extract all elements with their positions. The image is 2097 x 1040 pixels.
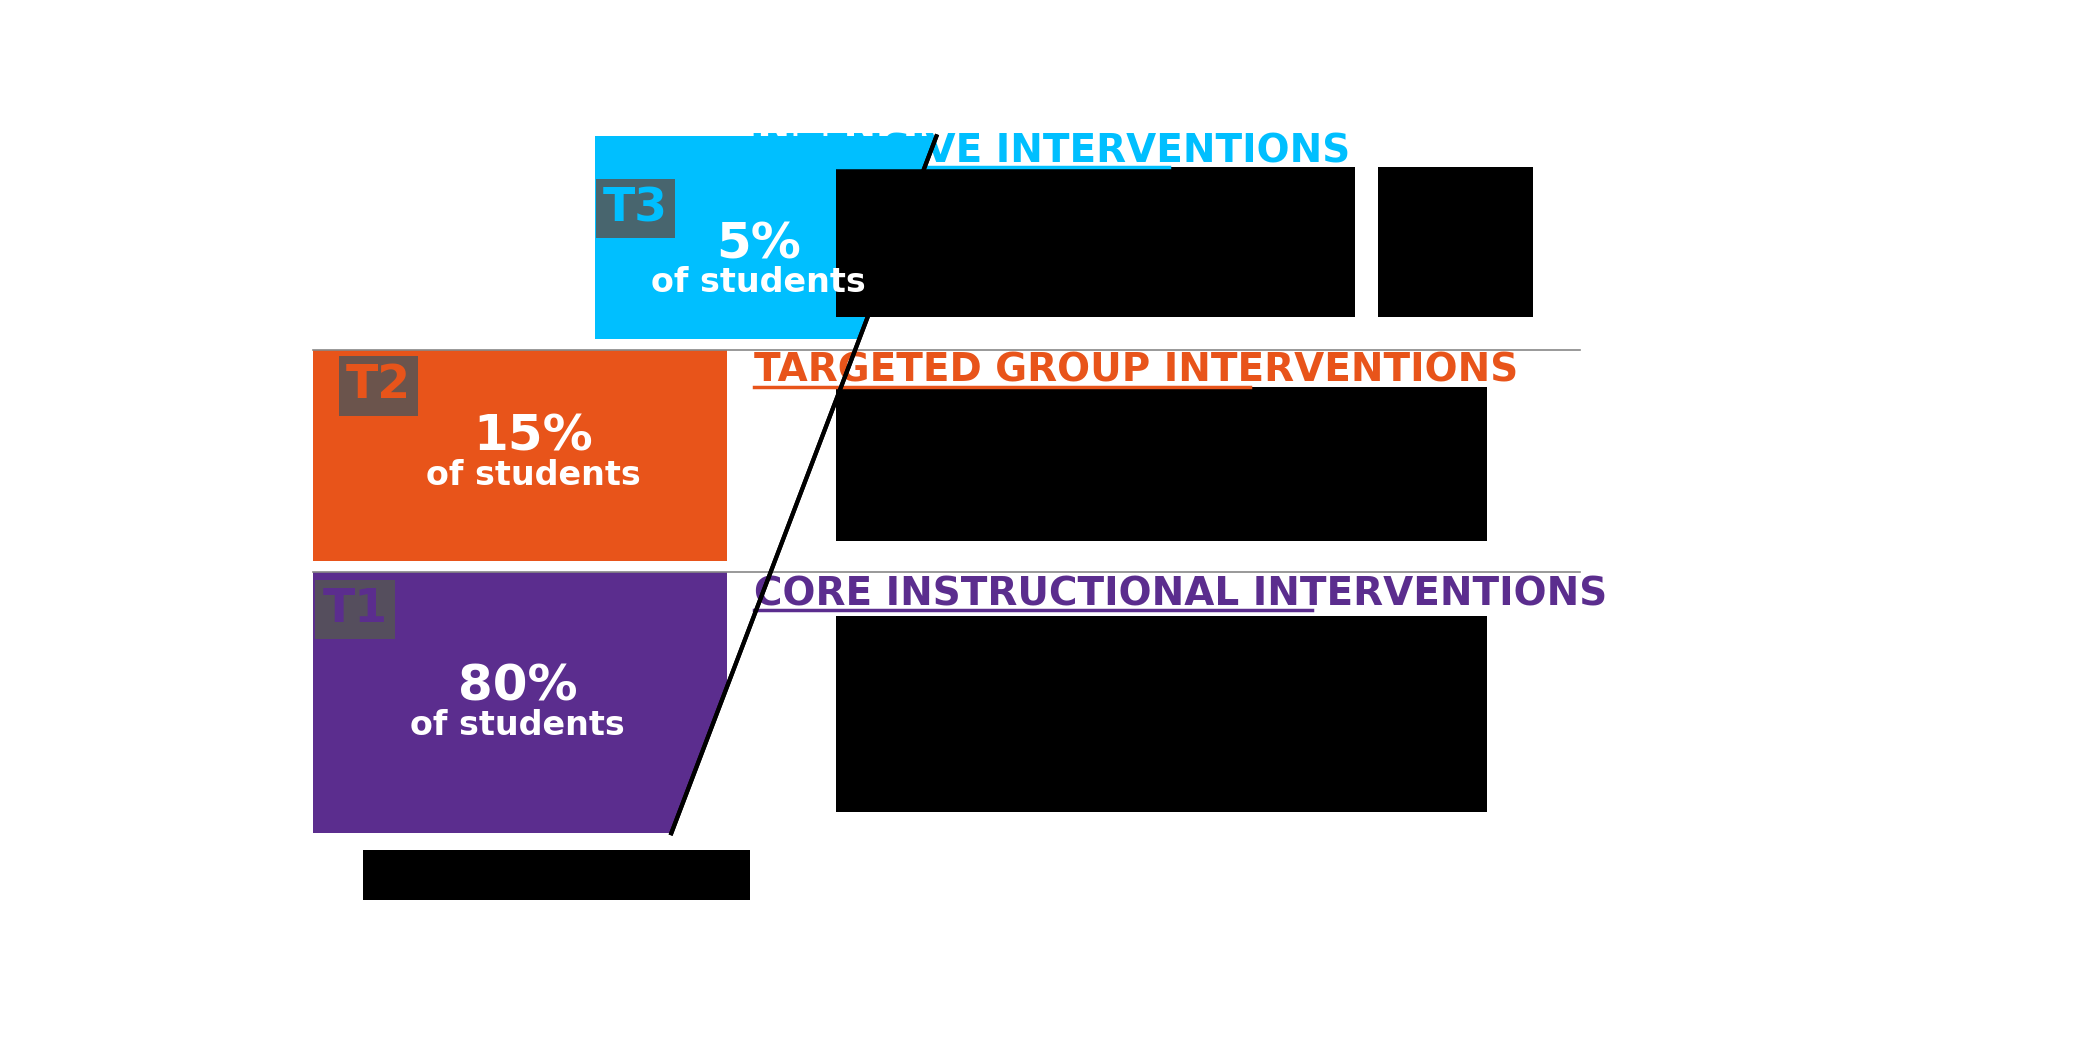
Bar bbox=[312, 562, 728, 572]
Text: 15%: 15% bbox=[474, 413, 593, 461]
Polygon shape bbox=[312, 349, 728, 562]
Text: T2: T2 bbox=[346, 364, 411, 409]
Polygon shape bbox=[671, 572, 770, 833]
Text: T1: T1 bbox=[323, 587, 388, 631]
Polygon shape bbox=[860, 136, 937, 339]
Text: CORE INSTRUCTIONAL INTERVENTIONS: CORE INSTRUCTIONAL INTERVENTIONS bbox=[755, 575, 1608, 614]
Text: T3: T3 bbox=[604, 186, 669, 231]
Text: 5%: 5% bbox=[715, 220, 801, 268]
Text: of students: of students bbox=[426, 459, 642, 492]
Bar bbox=[835, 387, 1487, 541]
Bar bbox=[363, 850, 751, 901]
Text: TARGETED GROUP INTERVENTIONS: TARGETED GROUP INTERVENTIONS bbox=[755, 352, 1518, 390]
Bar bbox=[835, 616, 1487, 812]
Polygon shape bbox=[728, 349, 856, 562]
Text: of students: of students bbox=[411, 709, 625, 742]
Bar bbox=[1378, 167, 1533, 317]
Polygon shape bbox=[596, 136, 937, 339]
Text: of students: of students bbox=[650, 266, 866, 300]
Polygon shape bbox=[312, 572, 728, 833]
Text: 80%: 80% bbox=[457, 662, 577, 711]
Text: INTENSIVE INTERVENTIONS: INTENSIVE INTERVENTIONS bbox=[751, 132, 1350, 171]
Bar bbox=[312, 339, 728, 349]
Bar bbox=[835, 167, 1355, 317]
